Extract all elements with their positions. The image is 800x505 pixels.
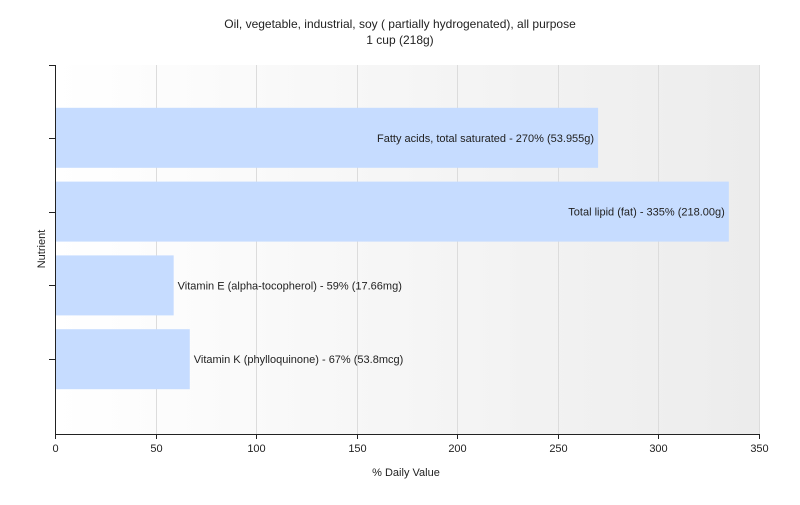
x-tick-label: 100 xyxy=(247,443,265,455)
bar-data-label: Vitamin E (alpha-tocopherol) - 59% (17.6… xyxy=(178,280,402,292)
x-tick-label: 200 xyxy=(448,443,466,455)
x-tick-label: 350 xyxy=(750,443,768,455)
x-axis-label: % Daily Value xyxy=(372,467,440,479)
x-tick-label: 50 xyxy=(150,443,162,455)
bar xyxy=(55,255,174,316)
bar-data-label: Fatty acids, total saturated - 270% (53.… xyxy=(377,133,594,145)
bar-data-label: Total lipid (fat) - 335% (218.00g) xyxy=(568,207,725,219)
bar-data-label: Vitamin K (phylloquinone) - 67% (53.8mcg… xyxy=(194,354,404,366)
x-tick-label: 300 xyxy=(649,443,667,455)
bar xyxy=(55,107,599,168)
bar xyxy=(55,181,729,242)
x-tick-label: 0 xyxy=(52,443,58,455)
x-tick-label: 150 xyxy=(348,443,366,455)
axes: 0 50 100 150 200 250 300 350 xyxy=(49,65,769,455)
x-tick-label: 250 xyxy=(549,443,567,455)
chart-title: Oil, vegetable, industrial, soy ( partia… xyxy=(224,17,576,31)
chart-title-block: Oil, vegetable, industrial, soy ( partia… xyxy=(0,16,800,48)
y-axis-label: Nutrient xyxy=(36,230,48,269)
bars: Fatty acids, total saturated - 270% (53.… xyxy=(55,107,729,390)
chart-subtitle: 1 cup (218g) xyxy=(366,33,434,47)
bar xyxy=(55,329,190,390)
